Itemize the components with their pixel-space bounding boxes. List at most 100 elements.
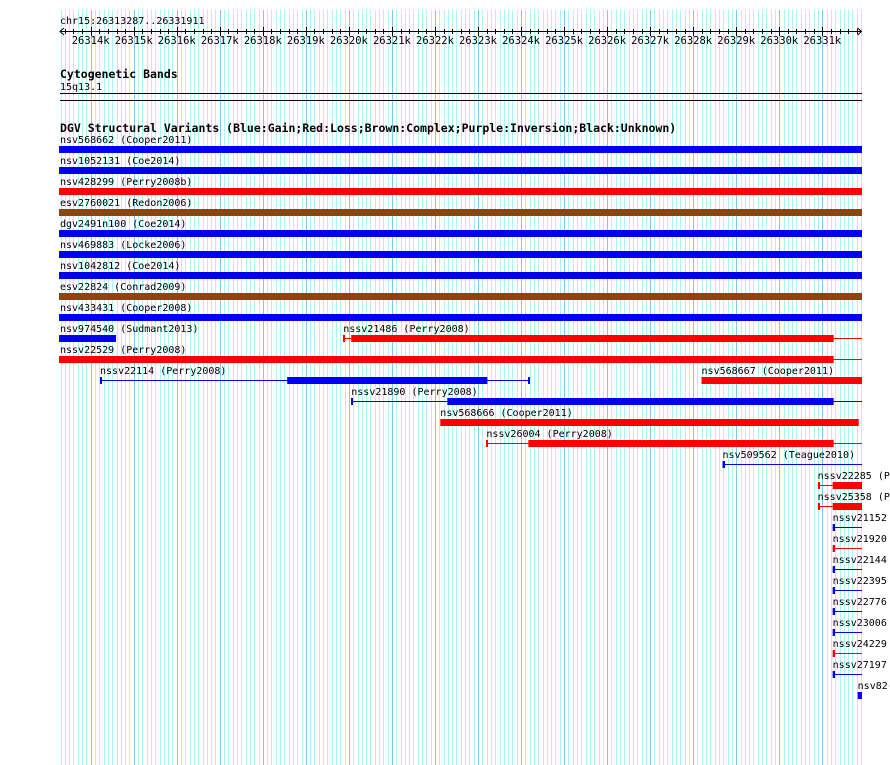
variant-label: nsv568662 (Cooper2011) — [60, 135, 192, 146]
right-arrow-icon[interactable] — [857, 27, 863, 36]
variant-label: nssv23006 — [833, 618, 887, 629]
ruler-tick-label: 26331k — [803, 35, 842, 47]
variant-start-cap — [351, 398, 353, 405]
ruler-tick-label: 26321k — [373, 35, 412, 47]
variant-label: esv22824 (Conrad2009) — [60, 282, 186, 293]
variant-start-cap — [100, 377, 102, 384]
variant-inner-span — [528, 440, 834, 447]
structural-variant[interactable]: nssv21486 (Perry2008) — [343, 324, 862, 342]
structural-variant[interactable]: nsv1042812 (Coe2014) — [59, 261, 862, 279]
variant-inner-span — [832, 587, 835, 594]
cytoband-track-title: Cytogenetic Bands — [60, 67, 178, 81]
variant-label: nsv1042812 (Coe2014) — [60, 261, 180, 272]
variant-inner-span — [832, 545, 835, 552]
variant-bar — [59, 272, 862, 279]
structural-variant[interactable]: nsv509562 (Teague2010) — [722, 450, 862, 468]
structural-variant[interactable]: nssv21890 (Perry2008) — [351, 387, 862, 405]
variant-inner-span — [287, 377, 488, 384]
variant-bar — [59, 188, 862, 195]
variant-bar — [59, 167, 862, 174]
variant-label: nssv24229 — [833, 639, 887, 650]
structural-variant[interactable]: nssv25358 (Pe — [817, 492, 890, 510]
variant-label: nssv27197 — [833, 660, 887, 671]
ruler-tick-label: 26325k — [545, 35, 584, 47]
variant-inner-span — [722, 461, 725, 468]
structural-variant[interactable]: nssv26004 (Perry2008) — [486, 429, 862, 447]
ruler-tick-label: 26326k — [588, 35, 627, 47]
structural-variant[interactable]: nssv23006 — [832, 618, 887, 636]
structural-variant[interactable]: nsv568666 (Cooper2011) — [440, 408, 859, 426]
structural-variant[interactable]: esv2760021 (Redon2006) — [59, 198, 862, 216]
left-arrow-icon[interactable] — [59, 27, 65, 36]
variant-label: nssv21920 — [833, 534, 887, 545]
dgv-features: nsv568662 (Cooper2011) nsv1052131 (Coe201… — [59, 135, 890, 699]
variant-inner-span — [351, 335, 834, 342]
ruler-tick-label: 26327k — [631, 35, 670, 47]
structural-variant[interactable]: nssv22285 (Pe — [817, 471, 890, 489]
ruler-tick-label: 26323k — [459, 35, 498, 47]
variant-label: esv2760021 (Redon2006) — [60, 198, 192, 209]
variant-inner-span — [832, 650, 835, 657]
ruler-tick-label: 26320k — [330, 35, 369, 47]
variant-label: nssv21890 (Perry2008) — [351, 387, 477, 398]
structural-variant[interactable]: nssv22395 — [832, 576, 887, 594]
ruler-tick-label: 26322k — [416, 35, 455, 47]
variant-end-cap — [528, 377, 530, 384]
variant-inner-span — [59, 356, 834, 363]
structural-variant[interactable]: nsv568667 (Cooper2011) — [701, 366, 862, 384]
variant-label: nssv26004 (Perry2008) — [486, 429, 612, 440]
variant-label: nsv568666 (Cooper2011) — [440, 408, 572, 419]
variant-label: nssv22285 (Pe — [818, 471, 890, 482]
variant-label: nssv22776 — [833, 597, 887, 608]
structural-variant[interactable]: nsv469883 (Locke2006) — [59, 240, 862, 258]
variant-label: nsv428299 (Perry2008b) — [60, 177, 192, 188]
structural-variant[interactable]: nsv82( — [857, 681, 890, 699]
ruler-tick-label: 26329k — [717, 35, 756, 47]
variant-bar — [59, 146, 862, 153]
ruler-tick-label: 26315k — [115, 35, 154, 47]
structural-variant[interactable]: nssv22114 (Perry2008) — [100, 366, 530, 384]
variant-bar — [701, 377, 862, 384]
variant-inner-span — [832, 629, 835, 636]
ruler-tick-label: 26319k — [287, 35, 326, 47]
variant-label: dgv2491n100 (Coe2014) — [60, 219, 186, 230]
variant-label: nssv21486 (Perry2008) — [343, 324, 469, 335]
structural-variant[interactable]: nssv21920 — [832, 534, 887, 552]
structural-variant[interactable]: nsv974540 (Sudmant2013) — [59, 324, 198, 342]
structural-variant[interactable]: nsv428299 (Perry2008b) — [59, 177, 862, 195]
structural-variant[interactable]: nsv568662 (Cooper2011) — [59, 135, 862, 153]
variant-start-cap — [818, 482, 820, 489]
variant-inner-span — [832, 566, 835, 573]
structural-variant[interactable]: nsv1052131 (Coe2014) — [59, 156, 862, 174]
structural-variant[interactable]: nsv433431 (Cooper2008) — [59, 303, 862, 321]
ruler-tick-label: 26316k — [158, 35, 197, 47]
variant-label: nssv21152 — [833, 513, 887, 524]
variant-label: nsv1052131 (Coe2014) — [60, 156, 180, 167]
variant-label: nsv568667 (Cooper2011) — [702, 366, 834, 377]
ruler-tick-label: 26314k — [72, 35, 111, 47]
variant-label: nsv469883 (Locke2006) — [60, 240, 186, 251]
variant-inner-span — [447, 398, 834, 405]
variant-bar — [59, 314, 862, 321]
structural-variant[interactable]: esv22824 (Conrad2009) — [59, 282, 862, 300]
variant-label: nssv22114 (Perry2008) — [100, 366, 226, 377]
structural-variant[interactable]: nssv24229 — [832, 639, 887, 657]
structural-variant[interactable]: dgv2491n100 (Coe2014) — [59, 219, 862, 237]
structural-variant[interactable]: nssv27197 — [832, 660, 887, 678]
variant-label: nssv25358 (Pe — [818, 492, 890, 503]
ruler-tick-label: 26318k — [244, 35, 283, 47]
variant-bar — [59, 251, 862, 258]
structural-variant[interactable]: nssv22776 — [832, 597, 887, 615]
variant-inner-span — [832, 524, 835, 531]
ruler-title: chr15:26313287..26331911 — [60, 16, 205, 27]
structural-variant[interactable]: nssv22529 (Perry2008) — [59, 345, 862, 363]
ruler-tick-label: 26324k — [502, 35, 541, 47]
variant-label: nssv22395 — [833, 576, 887, 587]
variant-start-cap — [343, 335, 345, 342]
structural-variant[interactable]: nssv22144 — [832, 555, 887, 573]
variant-bar — [59, 209, 862, 216]
ruler[interactable]: 26314k 26315k 26316k 26317k 26318k 26319k 2632… — [59, 27, 863, 47]
variant-bar — [59, 293, 862, 300]
structural-variant[interactable]: nssv21152 — [832, 513, 887, 531]
